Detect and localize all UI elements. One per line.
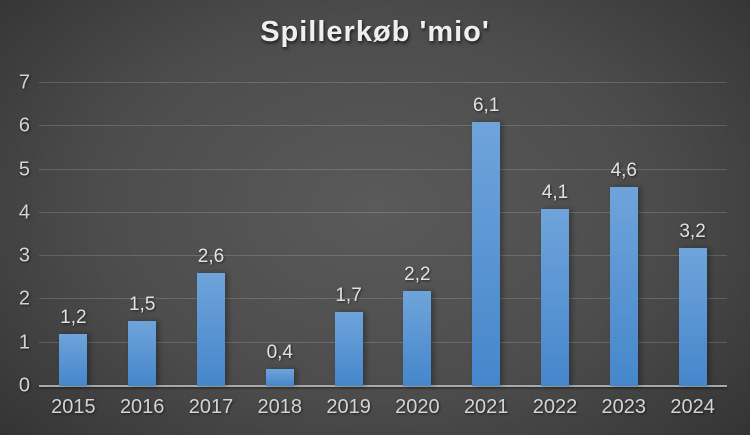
bar-2016 — [128, 321, 157, 386]
y-tick-label-7: 7 — [18, 71, 30, 94]
data-label-2015: 1,2 — [60, 307, 87, 329]
y-tick-label-5: 5 — [18, 158, 30, 181]
x-axis: 2015 2016 2017 2018 2019 2020 2021 2022 2023 2024 — [39, 396, 727, 422]
x-tick-label-2023: 2023 — [601, 396, 647, 418]
bar-slot-2019: 1,7 — [314, 83, 383, 386]
gridline-7 — [39, 82, 727, 83]
y-tick-label-3: 3 — [18, 244, 30, 267]
x-tick-label-2021: 2021 — [463, 396, 509, 418]
gridline-5 — [39, 168, 727, 170]
gridline-4 — [39, 211, 727, 213]
chart-title: Spillerkøb 'mio' — [260, 16, 490, 48]
plot-area: 1,2 1,5 2,6 0,4 1,7 2,2 6,1 4,1 4,6 3,2 — [39, 82, 727, 387]
data-label-2024: 3,2 — [679, 220, 706, 242]
data-label-2021: 6,1 — [472, 94, 500, 116]
bar-slot-2020: 2,2 — [383, 83, 452, 386]
data-label-2017: 2,6 — [197, 246, 225, 268]
gridline-3 — [39, 255, 727, 257]
bar-slot-2015: 1,2 — [39, 83, 108, 386]
y-tick-label-4: 4 — [18, 201, 30, 224]
bar-2023 — [609, 186, 638, 386]
bar-slot-2018: 0,4 — [245, 83, 314, 386]
x-tick-label-2017: 2017 — [188, 396, 234, 418]
y-tick-label-6: 6 — [18, 114, 30, 137]
x-tick-label-2020: 2020 — [395, 396, 440, 418]
y-tick-label-2: 2 — [18, 287, 30, 310]
data-label-2022: 4,1 — [541, 181, 569, 203]
bar-2019 — [334, 312, 363, 386]
bar-2024 — [678, 247, 707, 386]
bar-slot-2022: 4,1 — [521, 83, 590, 386]
bar-2020 — [403, 290, 432, 386]
bar-2021 — [472, 121, 501, 386]
x-tick-label-2022: 2022 — [532, 396, 578, 418]
x-tick-label-2016: 2016 — [119, 396, 165, 418]
gridline-1 — [39, 341, 727, 343]
data-label-2019: 1,7 — [335, 285, 362, 307]
data-label-2016: 1,5 — [128, 294, 156, 316]
bar-2022 — [540, 208, 569, 386]
data-label-2020: 2,2 — [404, 263, 431, 285]
x-axis-line — [39, 385, 727, 387]
x-tick-label-2019: 2019 — [326, 396, 371, 418]
bar-2017 — [196, 273, 225, 386]
y-axis: 0 1 2 3 4 5 6 7 — [0, 72, 30, 397]
gridline-6 — [39, 125, 727, 127]
y-tick-label-0: 0 — [18, 374, 30, 397]
gridline-2 — [39, 298, 727, 300]
x-tick-label-2018: 2018 — [257, 396, 303, 418]
bar-slot-2021: 6,1 — [452, 83, 521, 386]
bar-2015 — [59, 334, 88, 386]
data-label-2018: 0,4 — [266, 341, 293, 363]
bar-slot-2023: 4,6 — [589, 83, 658, 386]
bar-slot-2016: 1,5 — [108, 83, 177, 386]
x-tick-label-2024: 2024 — [670, 396, 715, 418]
x-tick-label-2015: 2015 — [51, 396, 96, 418]
bar-slot-2017: 2,6 — [177, 83, 246, 386]
bar-2018 — [265, 368, 294, 386]
y-tick-label-1: 1 — [18, 331, 30, 354]
bar-slot-2024: 3,2 — [658, 83, 727, 386]
data-label-2023: 4,6 — [610, 159, 637, 181]
